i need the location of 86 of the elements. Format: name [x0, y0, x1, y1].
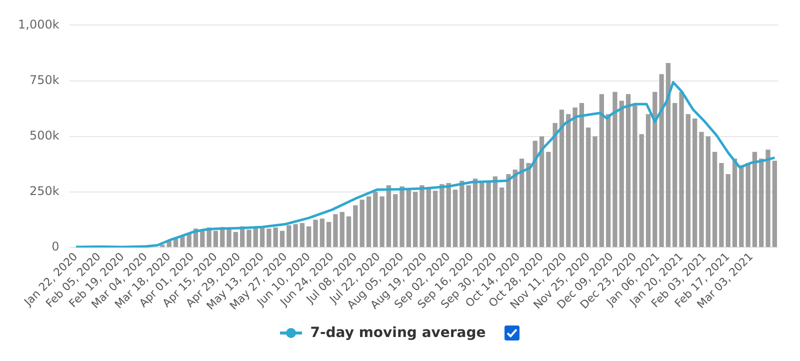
bar [539, 136, 544, 247]
bar [253, 228, 258, 247]
bar [366, 196, 372, 247]
bar [213, 230, 218, 247]
bar [360, 200, 364, 247]
bar [373, 192, 378, 247]
bar [772, 160, 777, 247]
bar [686, 114, 690, 247]
bar [566, 114, 571, 247]
bar [380, 196, 384, 247]
bar [506, 174, 511, 247]
bar [759, 158, 764, 247]
bar [752, 152, 758, 247]
bar [306, 226, 312, 247]
bar [413, 192, 418, 247]
bar [432, 190, 438, 247]
bar [346, 216, 352, 247]
bar [386, 185, 392, 247]
bar [586, 127, 591, 247]
bar [400, 186, 404, 247]
bar [300, 223, 305, 247]
bar [420, 185, 424, 247]
bar [572, 107, 578, 247]
bar [719, 163, 724, 247]
bar [599, 94, 604, 247]
bar [699, 132, 704, 247]
bar [480, 183, 484, 247]
bar [333, 214, 338, 247]
bar [446, 183, 451, 247]
bar [406, 188, 412, 247]
y-tick-label: 1,000k [18, 17, 60, 32]
y-tick-label: 750k [29, 72, 60, 87]
bar [739, 165, 744, 247]
bar [452, 190, 458, 247]
bar [472, 178, 478, 247]
bar [679, 92, 684, 247]
bar [340, 212, 344, 247]
bar [286, 225, 292, 247]
bar [500, 187, 504, 247]
bar [226, 228, 232, 247]
bar [326, 222, 332, 247]
bar [426, 187, 431, 247]
bar [619, 100, 624, 247]
bar [492, 176, 498, 247]
legend-label: 7-day moving average [310, 325, 486, 341]
bar [766, 150, 770, 247]
bar [606, 114, 611, 247]
bar [726, 174, 730, 247]
bar [313, 220, 318, 247]
bar [246, 230, 252, 247]
bar [233, 232, 238, 247]
bar [512, 170, 518, 247]
bar [559, 110, 564, 247]
bar [320, 218, 324, 247]
bar [486, 180, 491, 247]
bar [519, 158, 524, 247]
bar [632, 105, 638, 247]
bar [666, 62, 671, 247]
bar [652, 92, 658, 247]
bar [293, 224, 298, 247]
y-tick-label: 0 [52, 240, 60, 254]
bar [639, 134, 644, 247]
bar [626, 94, 631, 247]
bar [706, 136, 710, 247]
bar [460, 180, 464, 247]
bar [280, 230, 285, 247]
bar [659, 74, 664, 247]
bar [393, 194, 398, 247]
bar [712, 152, 718, 247]
bar [732, 158, 738, 247]
bar [646, 114, 651, 247]
bar [440, 184, 444, 247]
bar [672, 102, 678, 247]
bar [532, 140, 538, 247]
bar [592, 136, 598, 247]
bar [526, 163, 531, 247]
bar [612, 92, 618, 247]
bar [692, 118, 698, 247]
y-tick-label: 500k [29, 128, 60, 142]
bar [466, 185, 471, 247]
bar [273, 227, 278, 247]
y-tick-label: 250k [29, 184, 60, 198]
bar [266, 228, 272, 247]
bar [353, 205, 358, 247]
bar [746, 163, 750, 247]
bar [579, 102, 584, 247]
